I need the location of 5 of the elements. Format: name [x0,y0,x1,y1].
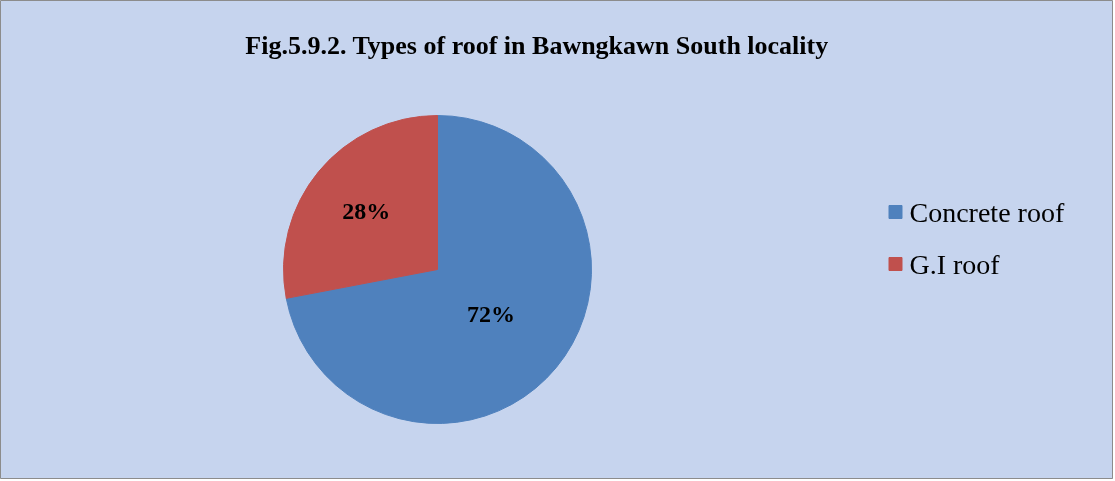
data-label: 72% [466,300,515,327]
legend-label: G.I roof [909,248,1001,280]
legend-label: Concrete roof [909,196,1065,228]
chart-title: Fig.5.9.2. Types of roof in Bawngkawn South locality [245,31,829,60]
data-label: 28% [342,197,391,224]
